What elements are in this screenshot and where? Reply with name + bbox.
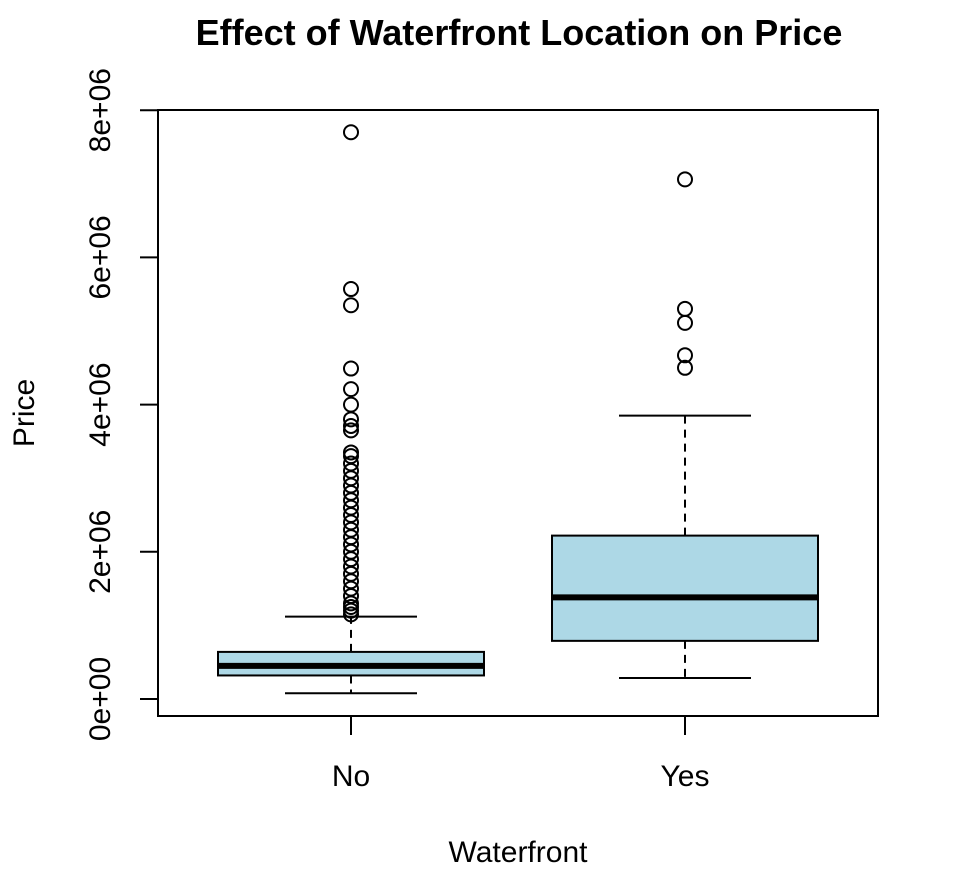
y-tick-label: 8e+06: [84, 68, 117, 152]
outlier-point: [343, 297, 359, 314]
outlier-point: [677, 300, 693, 317]
outlier-point: [677, 314, 693, 331]
box-group: [217, 124, 485, 695]
x-tick-label: Yes: [661, 760, 710, 793]
y-tick-label: 0e+00: [84, 657, 117, 741]
outlier-point: [343, 422, 359, 439]
outlier-point: [343, 124, 359, 141]
boxes: [217, 124, 819, 695]
outlier-point: [677, 171, 693, 188]
outlier-point: [343, 281, 359, 298]
outlier-point: [677, 347, 693, 364]
x-tick-label: No: [332, 760, 370, 793]
outlier-point: [677, 359, 693, 376]
outlier-point: [343, 360, 359, 377]
outlier-point: [343, 396, 359, 413]
outlier-point: [343, 381, 359, 398]
outlier-point: [343, 411, 359, 428]
y-axis: 0e+00 2e+06 4e+06 6e+06 8e+06: [84, 68, 159, 741]
x-axis: No Yes: [332, 716, 710, 793]
outlier-point: [343, 417, 359, 434]
x-axis-label: Waterfront: [449, 836, 589, 869]
y-tick-label: 4e+06: [84, 362, 117, 446]
box-group: [551, 171, 819, 680]
chart-title: Effect of Waterfront Location on Price: [196, 12, 843, 53]
outlier-point: [343, 606, 359, 623]
y-tick-label: 6e+06: [84, 215, 117, 299]
y-axis-label: Price: [8, 379, 41, 447]
box-iqr: [551, 534, 819, 642]
y-tick-label: 2e+06: [84, 510, 117, 594]
